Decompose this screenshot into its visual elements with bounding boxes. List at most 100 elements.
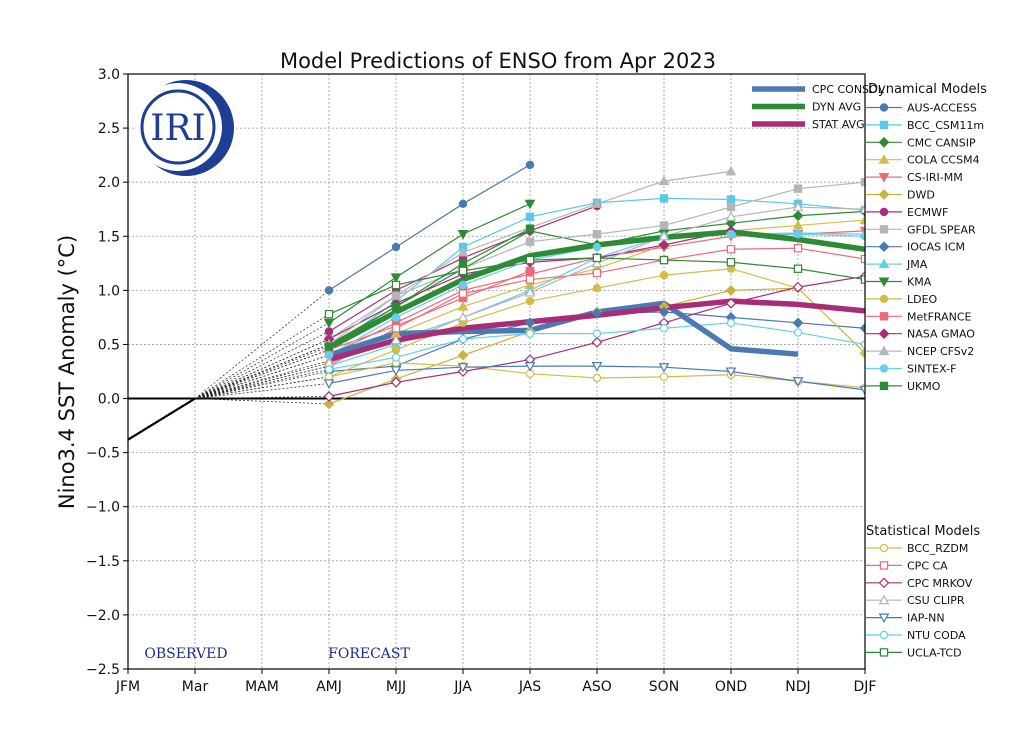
point-iap-nn <box>792 377 804 387</box>
legend-marker-iap-nn <box>878 613 890 624</box>
point-dwd <box>323 398 335 410</box>
forecast-connector <box>194 365 330 399</box>
series-layer <box>128 160 865 441</box>
point-ucla-tcd <box>391 280 401 290</box>
legend-marker-sintex-f <box>879 364 889 373</box>
point-ntu-coda <box>458 334 468 344</box>
point-gfdl-spear <box>525 237 535 246</box>
point-bcc-csm11m <box>525 212 535 221</box>
x-axis-ticks: JFM Mar MAM AMJ MJJ JJA JAS ASO SON OND NDJ DJF <box>115 669 876 695</box>
point-ntu-coda <box>726 318 736 328</box>
x-tick-label: MAM <box>245 679 279 695</box>
point-iap-nn <box>658 363 670 373</box>
observed-line <box>128 397 196 441</box>
point-csu-clipr <box>792 201 804 212</box>
point-ukmo <box>525 224 535 233</box>
legend-label-ldeo: LDEO <box>907 293 938 306</box>
y-tick-label: 0.0 <box>98 392 120 408</box>
y-tick-label: −1.0 <box>86 500 120 516</box>
point-dwd <box>725 285 737 296</box>
legend-label-bcc-csm11m: BCC_CSM11m <box>907 119 984 132</box>
point-sintex-f <box>726 229 736 239</box>
point-cpc-ca <box>391 324 401 333</box>
legend-marker-metfrance <box>879 312 889 321</box>
point-cpc-ca <box>525 275 535 284</box>
point-ukmo <box>391 302 401 311</box>
point-iap-nn <box>390 366 402 376</box>
point-cpc-ca <box>458 289 468 298</box>
point-ldeo <box>525 296 535 306</box>
point-ucla-tcd <box>525 255 535 265</box>
point-iap-nn <box>859 385 865 396</box>
legend-marker-ldeo <box>879 294 889 304</box>
y-tick-label: −1.5 <box>86 554 120 570</box>
forecast-connector <box>194 368 330 399</box>
legend-label-stat-avg: STAT AVG <box>812 118 865 131</box>
legend-marker-iocas-icm <box>878 241 890 253</box>
point-ntu-coda <box>391 353 401 362</box>
legend-marker-csu-clipr <box>878 594 890 605</box>
point-sintex-f <box>458 280 468 290</box>
legend-label-ucla-tcd: UCLA-TCD <box>907 646 962 659</box>
legend-marker-nasa-gmao <box>878 328 890 340</box>
x-tick-label: NDJ <box>785 679 810 695</box>
point-iocas-icm <box>658 306 670 318</box>
forecast-connector <box>194 360 330 399</box>
point-ucla-tcd <box>659 255 669 265</box>
point-ucla-tcd <box>458 266 468 276</box>
point-ucla-tcd <box>793 264 803 273</box>
point-iap-nn <box>524 362 536 372</box>
forecast-connector <box>194 290 330 399</box>
point-dwd <box>457 349 469 361</box>
x-tick-label: OND <box>715 679 747 695</box>
point-gfdl-spear <box>726 202 736 212</box>
y-tick-label: 2.0 <box>98 175 120 191</box>
statistical-models-legend: Statistical Models BCC_RZDM CPC CA CPC MRK… <box>866 524 980 659</box>
point-iap-nn <box>725 367 737 378</box>
legend-label-ukmo: UKMO <box>907 380 941 393</box>
legend-label-aus-access: AUS-ACCESS <box>907 102 977 115</box>
forecast-connector <box>194 371 330 399</box>
point-sintex-f <box>793 229 803 239</box>
point-ncep-cfsv2 <box>658 175 670 186</box>
point-csu-clipr <box>390 334 402 345</box>
point-bcc-rzdm <box>659 372 669 382</box>
x-tick-label: JJA <box>453 679 472 695</box>
legend-label-kma: KMA <box>907 276 932 289</box>
observed-label: OBSERVED <box>144 646 227 662</box>
dynamical-legend-title: Dynamical Models <box>868 82 987 97</box>
legend-marker-bcc-csm11m <box>879 120 889 130</box>
legend-label-bcc-rzdm: BCC_RZDM <box>907 542 968 555</box>
legend-marker-ukmo <box>879 381 889 391</box>
legend-marker-cmc-cansip <box>878 136 890 148</box>
x-tick-label: SON <box>649 679 679 695</box>
point-ntu-coda <box>860 340 865 349</box>
legend-label-cola-ccsm4: COLA CCSM4 <box>907 154 980 167</box>
logo-inner-disc <box>134 83 222 171</box>
forecast-connector <box>194 331 330 399</box>
point-kma <box>457 230 469 240</box>
point-cpc-ca <box>860 254 865 264</box>
line-kma <box>328 203 531 324</box>
x-tick-label: ASO <box>582 679 611 695</box>
legend-label-gfdl-spear: GFDL SPEAR <box>907 223 976 236</box>
point-sintex-f <box>391 313 401 322</box>
legend-marker-bcc-rzdm <box>879 543 889 553</box>
point-metfrance <box>525 266 535 276</box>
plot-frame <box>127 73 866 670</box>
point-ldeo <box>391 345 401 355</box>
point-ncep-cfsv2 <box>457 246 469 257</box>
legend-marker-gfdl-spear <box>879 225 889 234</box>
logo-text: IRI <box>150 108 206 149</box>
point-aus-access <box>391 242 401 252</box>
point-csu-clipr <box>524 286 536 297</box>
line-aus-access <box>328 164 531 291</box>
legend-marker-aus-access <box>879 103 889 112</box>
y-tick-label: −2.5 <box>86 662 120 678</box>
point-cola-ccsm4 <box>859 214 865 225</box>
legend-label-ecmwf: ECMWF <box>907 206 948 219</box>
x-tick-label: Mar <box>182 679 209 695</box>
forecast-connector <box>194 354 330 399</box>
point-ntu-coda <box>659 324 669 333</box>
point-gfdl-spear <box>793 184 803 193</box>
